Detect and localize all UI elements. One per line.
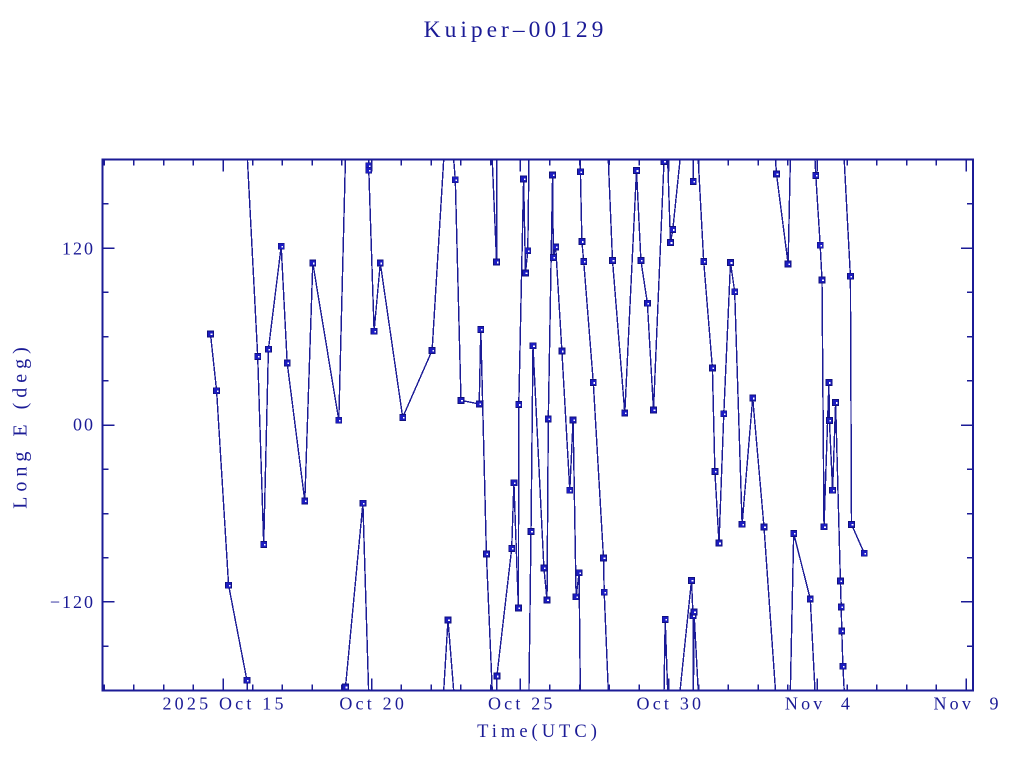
svg-text:2025 Oct 15: 2025 Oct 15 (162, 694, 286, 714)
svg-text:Kuiper–00129: Kuiper–00129 (424, 17, 608, 43)
svg-text:Oct 25: Oct 25 (488, 694, 556, 714)
svg-text:00: 00 (73, 415, 95, 435)
svg-text:−120: −120 (50, 592, 95, 612)
svg-text:Oct 30: Oct 30 (637, 694, 705, 714)
svg-text:Oct 20: Oct 20 (339, 694, 407, 714)
svg-text:Long E (deg): Long E (deg) (10, 342, 32, 509)
svg-text:Nov 9: Nov 9 (933, 694, 1001, 714)
svg-text:Time(UTC): Time(UTC) (477, 722, 601, 742)
svg-text:Nov 4: Nov 4 (785, 694, 853, 714)
svg-text:120: 120 (62, 239, 95, 259)
